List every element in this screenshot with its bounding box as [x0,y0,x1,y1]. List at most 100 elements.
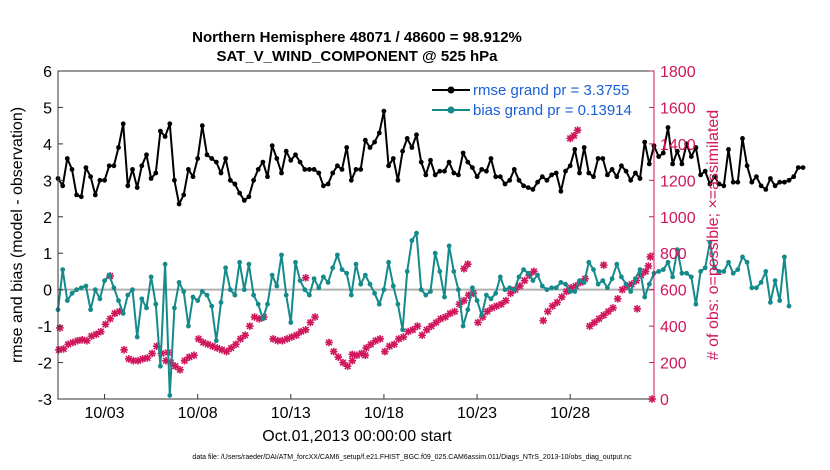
obs-assimilated-point [483,307,492,316]
rmse-point [791,174,797,180]
rmse-point [474,174,480,180]
bias-point [241,287,247,293]
obs-assimilated-point [539,316,548,325]
bias-point [577,278,582,283]
obs-assimilated-point [306,318,315,327]
rmse-point [330,170,336,176]
obs-assimilated-point [246,322,254,330]
obs-assimilated-point [348,350,357,359]
y-right-tick-label: 600 [660,283,687,300]
rmse-point [782,179,787,185]
bias-point [749,285,755,291]
bias-point [74,287,79,293]
rmse-point [488,156,494,161]
rmse-point [758,183,764,189]
bias-point [535,272,540,278]
bias-point [69,290,75,296]
bias-point [446,243,452,249]
obs-assimilated-point [101,320,110,329]
obs-assimilated-point [329,347,338,356]
bias-point [153,301,159,307]
bias-point [539,283,545,289]
rmse-point [204,152,210,158]
bias-point [116,298,121,303]
bias-point [167,393,173,398]
rmse-point [88,174,93,180]
rmse-point [507,177,513,183]
bias-point [740,254,745,260]
bias-point [372,290,377,296]
y-right-tick-label: 1000 [660,210,696,227]
rmse-point [344,145,350,150]
bias-point [637,267,643,272]
legend-marker-rmse [447,86,455,94]
bias-point [158,363,163,369]
rmse-point [139,163,145,169]
rmse-point [567,163,573,169]
rmse-point [609,167,615,172]
rmse-point [409,145,415,150]
rmse-point [353,167,359,172]
obs-assimilated-point [599,261,608,269]
rmse-point [167,121,173,127]
rmse-point [740,136,745,141]
rmse-point [237,190,243,196]
bias-point [465,307,471,313]
obs-assimilated-point [97,327,105,336]
x-tick-label: 10/28 [550,405,590,422]
bias-point [265,301,270,307]
obs-assimilated-point [399,333,408,341]
bias-point [544,287,550,293]
rmse-point [795,165,801,171]
bias-point [209,303,215,309]
obs-assimilated-point [432,318,440,327]
obs-assimilated-point [106,314,114,323]
rmse-point [265,174,270,180]
bias-point [367,281,373,287]
rmse-point [395,177,401,183]
bias-point [484,292,489,298]
bias-point [605,285,610,291]
bias-point [339,267,345,272]
rmse-point [195,156,201,161]
legend-marker-bias [447,106,455,114]
bias-point [549,285,554,291]
rmse-point [754,174,759,180]
bias-point [190,294,196,300]
bias-point [754,285,759,291]
bias-point [614,261,620,267]
rmse-point [134,185,140,191]
bias-point [64,298,70,303]
bias-point [88,307,93,313]
rmse-point [241,198,247,203]
rmse-point [335,163,340,169]
rmse-point [232,181,238,187]
obs-assimilated-point [190,351,198,360]
bias-point [60,267,66,272]
y-right-tick-label: 1400 [660,137,696,154]
rmse-point [404,136,410,141]
rmse-point [577,170,582,176]
bias-point [432,250,438,256]
rmse-point [726,147,731,152]
rmse-point [269,143,275,149]
bias-point [521,267,526,272]
rmse-point [186,167,191,172]
bias-point [321,274,326,280]
bias-point [395,301,401,307]
rmse-point [786,177,792,183]
rmse-point [74,192,79,198]
bias-point [144,305,149,311]
bias-point [218,300,224,305]
rmse-point [535,179,540,185]
bias-point [525,270,531,276]
bias-point [125,292,131,298]
bias-point [726,259,731,265]
bias-point [516,274,522,280]
bias-point [409,238,415,243]
legend-label-bias: bias grand pr = 0.13914 [473,102,632,119]
bias-point [502,287,508,293]
rmse-point [698,172,703,178]
bias-point [390,283,396,289]
bias-point [111,285,117,291]
